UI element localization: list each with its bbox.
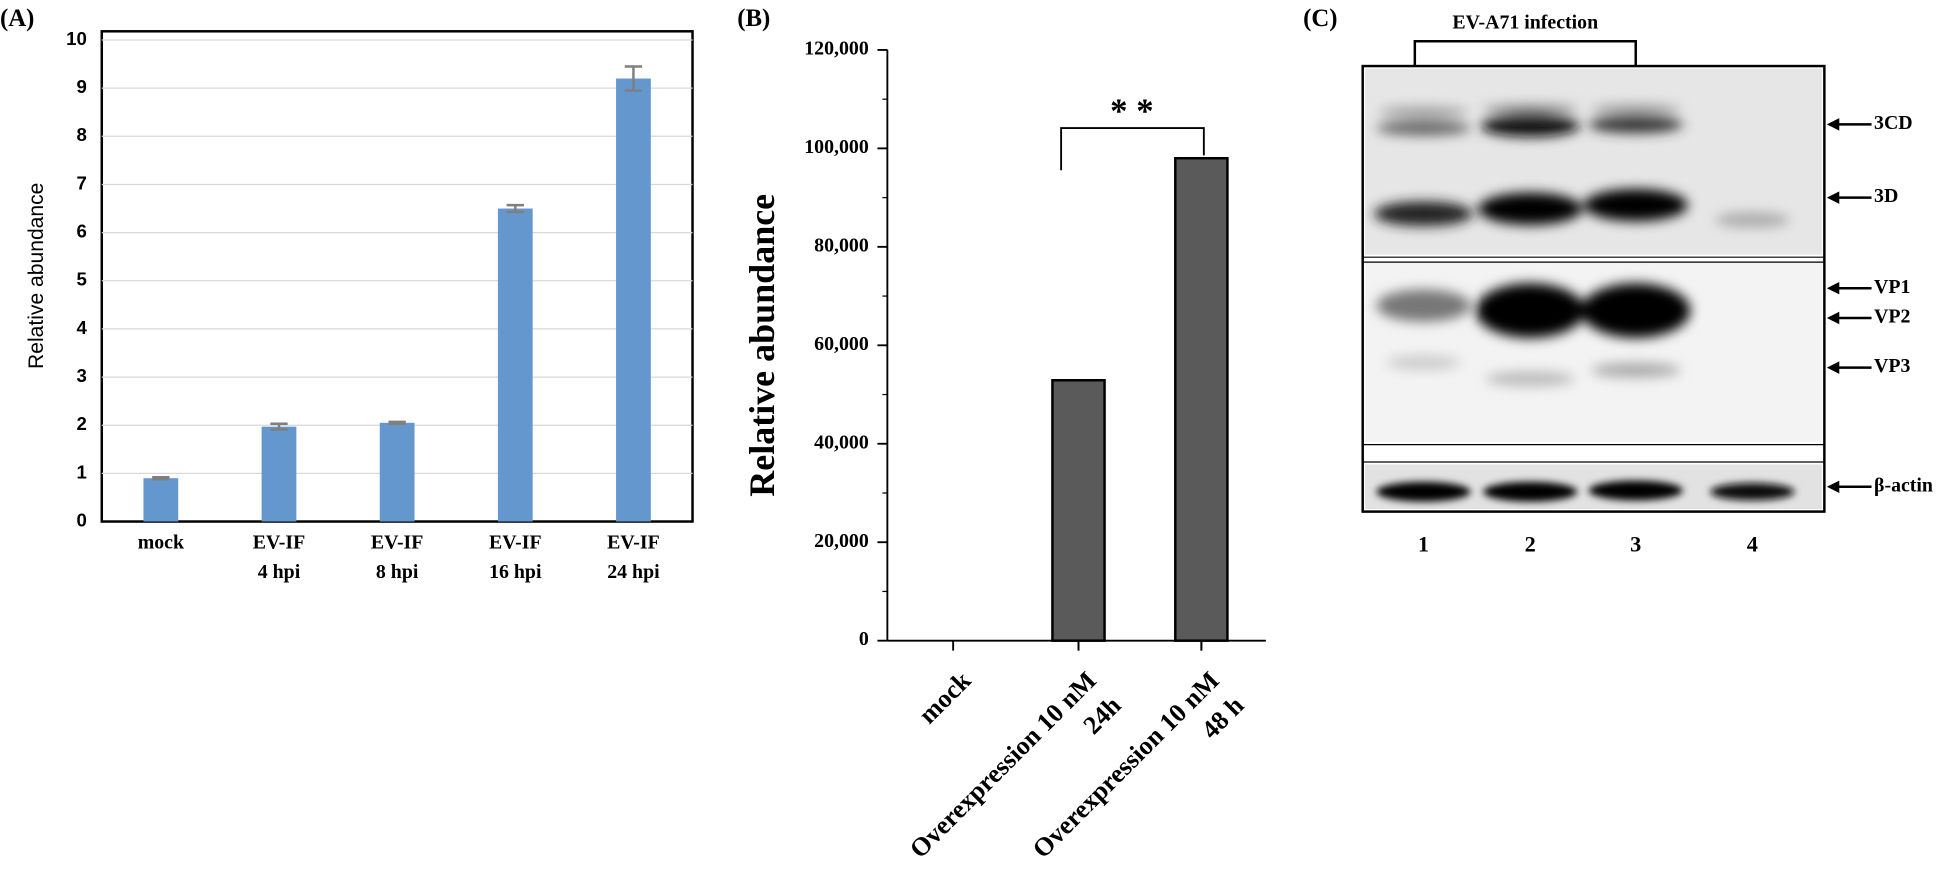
y-tick-label: 0 bbox=[859, 628, 869, 650]
y-tick-label: 9 bbox=[77, 76, 87, 97]
lane-label: 1 bbox=[1418, 531, 1429, 556]
y-tick-label: 8 bbox=[77, 124, 87, 145]
y-tick-label: 5 bbox=[77, 269, 87, 290]
bar bbox=[616, 78, 651, 522]
error-bar bbox=[152, 475, 170, 481]
error-bar bbox=[624, 65, 643, 92]
bar bbox=[143, 478, 179, 522]
blot-header: EV-A71 infection bbox=[1452, 11, 1598, 33]
panel-label: (A) bbox=[0, 5, 34, 32]
bar bbox=[1051, 379, 1106, 642]
y-tick-label: 3 bbox=[77, 365, 87, 386]
y-tick-label: 7 bbox=[77, 172, 87, 193]
bar bbox=[261, 426, 297, 522]
x-tick-label: EV-IF bbox=[607, 531, 660, 553]
error-bar bbox=[506, 203, 524, 214]
y-axis-label: Relative abundance bbox=[742, 194, 782, 497]
x-tick-label: mock bbox=[913, 666, 977, 730]
band-label: 3CD bbox=[1874, 112, 1913, 134]
x-tick-label: EV-IF bbox=[253, 531, 306, 553]
y-axis-label: Relative abundance bbox=[25, 183, 48, 369]
error-bar bbox=[270, 422, 288, 431]
y-tick-label: 60,000 bbox=[814, 333, 869, 355]
y-tick-label: 10 bbox=[66, 28, 87, 49]
y-tick-label: 6 bbox=[77, 221, 87, 242]
x-tick-label: EV-IF bbox=[489, 531, 542, 553]
band-label: β-actin bbox=[1874, 474, 1933, 496]
y-tick-label: 0 bbox=[77, 509, 87, 530]
y-tick-label: 4 bbox=[77, 317, 88, 338]
band-label: VP1 bbox=[1874, 276, 1910, 298]
y-tick-label: 120,000 bbox=[804, 37, 869, 59]
x-tick-label: 16 hpi bbox=[489, 561, 542, 583]
x-tick-label: 4 hpi bbox=[258, 561, 301, 583]
x-tick-label: 8 hpi bbox=[376, 561, 419, 583]
y-tick-label: 80,000 bbox=[814, 234, 869, 256]
band-label: 3D bbox=[1874, 185, 1898, 207]
y-tick-label: 20,000 bbox=[814, 530, 869, 552]
y-tick-label: 2 bbox=[77, 413, 87, 434]
x-tick-label: EV-IF bbox=[371, 531, 424, 553]
lane-label: 3 bbox=[1630, 531, 1641, 556]
lane-label: 4 bbox=[1747, 531, 1758, 556]
significance-label: * * bbox=[1110, 91, 1153, 130]
error-bar bbox=[388, 420, 406, 426]
x-tick-label: 24 hpi bbox=[607, 561, 660, 583]
bar bbox=[1174, 156, 1229, 642]
y-tick-label: 40,000 bbox=[814, 431, 869, 453]
bar bbox=[379, 422, 415, 522]
band-label: VP2 bbox=[1874, 306, 1910, 328]
bar bbox=[497, 208, 533, 522]
x-tick-label: mock bbox=[138, 531, 184, 553]
y-tick-label: 100,000 bbox=[804, 136, 869, 158]
significance-bracket bbox=[1060, 127, 1205, 171]
y-tick-label: 1 bbox=[77, 461, 87, 482]
panel-label: (C) bbox=[1303, 5, 1337, 32]
lane-label: 2 bbox=[1525, 531, 1536, 556]
western-blot bbox=[1361, 39, 1872, 513]
panel-label: (B) bbox=[737, 5, 770, 32]
band-label: VP3 bbox=[1874, 355, 1910, 377]
